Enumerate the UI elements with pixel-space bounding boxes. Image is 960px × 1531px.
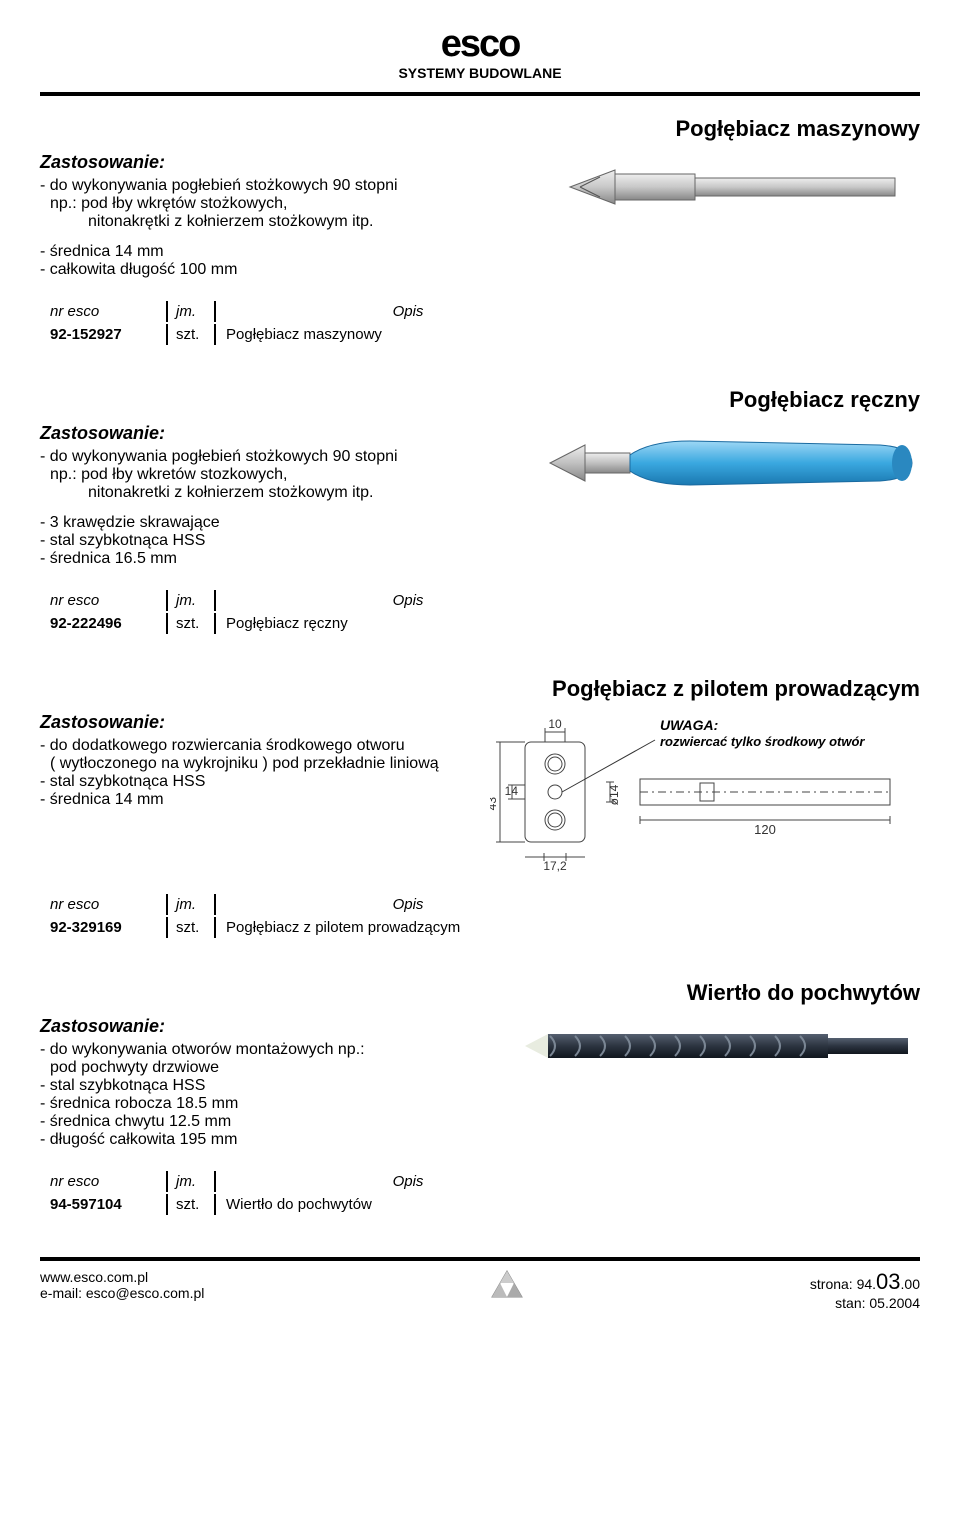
brand-logo: esco SYSTEMY BUDOWLANE: [380, 20, 580, 86]
dim-label: 17,2: [543, 859, 567, 872]
footer-logo-icon: [490, 1269, 524, 1302]
col-nr: nr esco: [42, 301, 164, 322]
col-jm: jm.: [166, 1171, 216, 1192]
col-jm: jm.: [166, 301, 216, 322]
page-footer: www.esco.com.pl e-mail: esco@esco.com.pl…: [40, 1257, 920, 1311]
dim-label: 14: [505, 784, 519, 798]
product-title: Pogłębiacz z pilotem prowadzącym: [40, 676, 920, 702]
warning-body: rozwiercać tylko środkowy otwór: [660, 734, 865, 749]
product-table: nr esco jm. Opis 94-597104 szt. Wiertło …: [40, 1169, 600, 1217]
product-image-countersink-machine: [560, 152, 920, 222]
application-label: Zastosowanie:: [40, 712, 470, 733]
product-desc: - do wykonywania pogłebień stożkowych 90…: [40, 177, 500, 231]
table-row: 92-152927 szt. Pogłębiacz maszynowy: [42, 324, 598, 345]
product-table: nr esco jm. Opis 92-152927 szt. Pogłębia…: [40, 299, 600, 347]
product-title: Pogłębiacz maszynowy: [40, 116, 920, 142]
footer-email: e-mail: esco@esco.com.pl: [40, 1285, 204, 1301]
page-suffix: .00: [901, 1276, 920, 1292]
table-row: 94-597104 szt. Wiertło do pochwytów: [42, 1194, 598, 1215]
product-diagram-pilot: 10 14 43 17,2 ø14 120: [490, 712, 920, 872]
application-label: Zastosowanie:: [40, 152, 500, 173]
product-title: Wiertło do pochwytów: [40, 980, 920, 1006]
product-section: Pogłębiacz z pilotem prowadzącym Zastoso…: [40, 676, 920, 940]
page-number: 03: [876, 1269, 900, 1294]
dim-label: 10: [548, 717, 562, 731]
product-image-drill: [520, 1016, 920, 1076]
table-row: 92-329169 szt. Pogłębiacz z pilotem prow…: [42, 917, 598, 938]
product-desc: - do dodatkowego rozwiercania środkowego…: [40, 737, 470, 809]
dim-label: 43: [490, 797, 499, 811]
dim-label: ø14: [607, 784, 621, 805]
product-section: Wiertło do pochwytów Zastosowanie: - do …: [40, 980, 920, 1217]
application-label: Zastosowanie:: [40, 423, 500, 444]
footer-stan: stan: 05.2004: [810, 1295, 920, 1311]
brand-tagline: SYSTEMY BUDOWLANE: [398, 65, 561, 81]
col-jm: jm.: [166, 894, 216, 915]
col-nr: nr esco: [42, 894, 164, 915]
col-opis: Opis: [218, 590, 598, 611]
page-prefix: strona: 94.: [810, 1276, 876, 1292]
footer-url: www.esco.com.pl: [40, 1269, 204, 1285]
product-desc: - do wykonywania otworów montażowych np.…: [40, 1041, 500, 1149]
warning-head: UWAGA:: [660, 717, 718, 733]
page-header: esco SYSTEMY BUDOWLANE: [40, 20, 920, 96]
col-nr: nr esco: [42, 590, 164, 611]
footer-right: strona: 94.03.00 stan: 05.2004: [810, 1269, 920, 1311]
application-label: Zastosowanie:: [40, 1016, 500, 1037]
product-spec: - 3 krawędzie skrawające - stal szybkotn…: [40, 514, 500, 568]
col-opis: Opis: [218, 1171, 598, 1192]
col-jm: jm.: [166, 590, 216, 611]
table-row: 92-222496 szt. Pogłębiacz ręczny: [42, 613, 598, 634]
col-nr: nr esco: [42, 1171, 164, 1192]
col-opis: Opis: [218, 894, 598, 915]
product-image-countersink-hand: [540, 423, 920, 503]
product-section: Pogłębiacz ręczny Zastosowanie: - do wyk…: [40, 387, 920, 636]
product-table: nr esco jm. Opis 92-222496 szt. Pogłębia…: [40, 588, 600, 636]
product-title: Pogłębiacz ręczny: [40, 387, 920, 413]
col-opis: Opis: [218, 301, 598, 322]
dim-label: 120: [754, 822, 776, 837]
product-desc: - do wykonywania pogłebień stożkowych 90…: [40, 448, 500, 502]
footer-left: www.esco.com.pl e-mail: esco@esco.com.pl: [40, 1269, 204, 1301]
product-spec: - średnica 14 mm - całkowita długość 100…: [40, 243, 500, 279]
product-table: nr esco jm. Opis 92-329169 szt. Pogłębia…: [40, 892, 600, 940]
svg-text:esco: esco: [441, 23, 520, 65]
product-section: Pogłębiacz maszynowy Zastosowanie: - do …: [40, 116, 920, 347]
